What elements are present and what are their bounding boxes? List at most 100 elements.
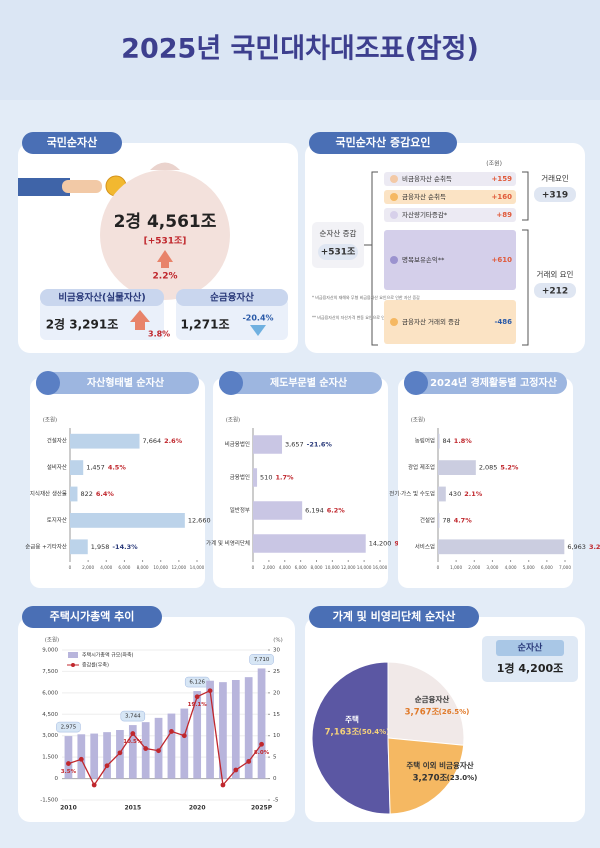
value-label: 510 [260, 474, 272, 482]
marker [207, 688, 213, 694]
page-title: 2025년 국민대차대조표(잠정) [121, 34, 479, 65]
panel-bg [30, 378, 205, 588]
legend-label: 주택시가총액 규모(좌축) [82, 652, 134, 659]
sleeve [18, 178, 70, 196]
marker [181, 733, 187, 739]
tab-icon [219, 371, 243, 395]
bar [167, 713, 176, 779]
y-tick-label: -1,500 [40, 798, 58, 804]
x-tick-label: 4,000 [279, 565, 291, 570]
factor-label: 자산량기타증감* [402, 210, 448, 219]
group-pill [534, 187, 576, 202]
factor-icon [390, 318, 398, 326]
combo-chart-panel: 주택시가총액 추이 (조원) (%) -1,500 0 1,500 3,000 4,500 6,… [18, 606, 295, 822]
tab-icon [36, 371, 60, 395]
y2-tick-label: 30 [273, 648, 280, 654]
slice-label: 주택 [345, 714, 359, 724]
y-tick-label: 7,500 [42, 669, 58, 675]
title-band [0, 0, 600, 100]
category-label: 토지자산 [47, 516, 67, 524]
bar [253, 435, 283, 454]
bracket [522, 171, 529, 346]
rate-label: 1.8% [454, 437, 473, 445]
bar [438, 513, 440, 528]
non-financial-label: 비금융자산(실물자산) [58, 292, 145, 304]
y-tick-label: 3,000 [42, 733, 58, 739]
note: * 비금융자산의 재해와 무형 비금융자산 요인으로 인한 자산 증감 [312, 294, 420, 300]
non-financial-rate: 3.8% [148, 330, 170, 339]
marker [104, 763, 110, 769]
factor-icon [390, 256, 398, 264]
value-label: 1,457 [86, 464, 105, 472]
financial-label: 순금융자산 [210, 292, 254, 304]
bar [70, 433, 140, 449]
x-tick-label: 2,000 [468, 565, 480, 570]
pie-slice [387, 661, 465, 746]
bar [253, 501, 303, 520]
marker [66, 761, 71, 766]
y-tick-label: 9,000 [42, 648, 58, 654]
rate-label: 6.2% [327, 507, 346, 515]
x-tick-label: 2,000 [263, 565, 275, 570]
value-label: 12,660 [188, 516, 211, 524]
bar [438, 460, 476, 475]
panel-title: 국민순자산 [47, 135, 98, 149]
bar-chart-panel: 제도부문별 순자산 (조원) 0 2,000 4,000 6,000 8,000 10,000… [206, 371, 413, 588]
label-box [120, 710, 146, 722]
panel-tab [404, 372, 567, 394]
x-tick-label: 3,000 [486, 565, 498, 570]
marker [220, 782, 226, 788]
marker [78, 756, 84, 762]
up-arrow [130, 310, 150, 330]
rate-label: 4.7% [454, 516, 473, 524]
slice-percent: (23.0%) [447, 774, 478, 782]
x-tick-label: 12,000 [341, 565, 356, 570]
line [68, 689, 263, 787]
panel-tab [309, 606, 479, 628]
panel-tab [309, 132, 457, 154]
factor-value: +159 [492, 175, 513, 183]
marker [194, 694, 200, 700]
financial-rate: -20.4% [242, 314, 273, 323]
bar [128, 725, 137, 779]
category-label: 금융법인 [230, 473, 250, 481]
group-label: 거래요인 [541, 173, 569, 183]
factor-label: 금융자산 순취득 [402, 192, 446, 201]
value-label: 3,657 [285, 441, 304, 449]
value-label: 78 [442, 516, 450, 524]
y-tick-label: 6,000 [42, 690, 58, 696]
marker [117, 750, 123, 756]
rate-label: 1.7% [275, 474, 294, 482]
slice-value: 7,163조 [325, 728, 360, 738]
group-value: +319 [542, 191, 568, 201]
value-label: 8.0% [254, 750, 270, 756]
panel-bg [213, 378, 388, 588]
x-tick-label: 6,000 [118, 565, 130, 570]
y2-unit: (%) [273, 638, 283, 644]
total-change: [+531조] [144, 236, 187, 247]
x-tick-label: 0 [437, 565, 440, 570]
factor-label: 금융자산 거래외 증감 [402, 317, 460, 326]
x-tick-label: 12,000 [172, 565, 187, 570]
y2-tick-label: -5 [273, 798, 279, 804]
pill [40, 289, 164, 306]
x-tick-label: 10,000 [153, 565, 168, 570]
tab-icon [404, 371, 428, 395]
value-label: 6,963 [567, 543, 586, 551]
marker [246, 759, 252, 764]
x-tick-label: 14,000 [357, 565, 372, 570]
bar [103, 732, 111, 779]
y2-tick-label: 25 [273, 669, 280, 675]
rate-label: 4.5% [108, 464, 127, 472]
panel-title: 국민순자산 증감요인 [336, 135, 431, 149]
value-label: 430 [449, 490, 461, 498]
hand [62, 180, 102, 193]
marker [233, 767, 239, 773]
x-tick-label: 0 [252, 565, 255, 570]
category-label: 전기·가스 및 수도업 [389, 490, 435, 498]
slice-label: 주택 이외 비금융자산 [406, 760, 473, 770]
pie-slice [387, 737, 465, 815]
y-tick-label: 0 [55, 776, 59, 782]
